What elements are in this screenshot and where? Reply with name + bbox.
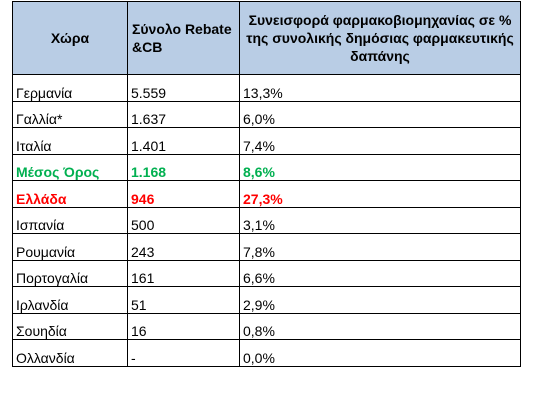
share-cell: 8,6% bbox=[239, 153, 521, 181]
table-row: Γερμανία 5.559 13,3% bbox=[12, 74, 521, 102]
share-cell: 6,0% bbox=[239, 100, 521, 128]
country-cell: Μέσος Όρος bbox=[12, 153, 128, 181]
country-cell: Ισπανία bbox=[12, 206, 128, 234]
total-cell: 1.168 bbox=[127, 153, 240, 181]
table-row: Ρουμανία 243 7,8% bbox=[12, 233, 521, 261]
country-cell: Γερμανία bbox=[12, 74, 128, 102]
header-total-rebate: Σύνολο Rebate &CB bbox=[127, 1, 240, 75]
table-row: Σουηδία 16 0,8% bbox=[12, 312, 521, 340]
table-row: Ιταλία 1.401 7,4% bbox=[12, 127, 521, 155]
greece-row: Ελλάδα 946 27,3% bbox=[12, 180, 521, 208]
total-cell: 500 bbox=[127, 206, 240, 234]
share-cell: 3,1% bbox=[239, 206, 521, 234]
country-cell: Ρουμανία bbox=[12, 233, 128, 261]
header-row: Χώρα Σύνολο Rebate &CB Συνεισφορά φαρμακ… bbox=[12, 1, 521, 75]
total-cell: 5.559 bbox=[127, 74, 240, 102]
country-cell: Ιταλία bbox=[12, 127, 128, 155]
table-row: Πορτογαλία 161 6,6% bbox=[12, 259, 521, 287]
table-row: Ολλανδία - 0,0% bbox=[12, 339, 521, 367]
share-cell: 6,6% bbox=[239, 259, 521, 287]
total-cell: 161 bbox=[127, 259, 240, 287]
share-cell: 0,8% bbox=[239, 312, 521, 340]
total-cell: 1.637 bbox=[127, 100, 240, 128]
rebate-table: Χώρα Σύνολο Rebate &CB Συνεισφορά φαρμακ… bbox=[12, 1, 521, 367]
share-cell: 13,3% bbox=[239, 74, 521, 102]
share-cell: 7,8% bbox=[239, 233, 521, 261]
share-cell: 7,4% bbox=[239, 127, 521, 155]
total-cell: 16 bbox=[127, 312, 240, 340]
header-country: Χώρα bbox=[12, 1, 128, 75]
country-cell: Ολλανδία bbox=[12, 339, 128, 367]
share-cell: 0,0% bbox=[239, 339, 521, 367]
share-cell: 27,3% bbox=[239, 180, 521, 208]
share-cell: 2,9% bbox=[239, 286, 521, 314]
country-cell: Ιρλανδία bbox=[12, 286, 128, 314]
table-row: Γαλλία* 1.637 6,0% bbox=[12, 100, 521, 128]
country-cell: Γαλλία* bbox=[12, 100, 128, 128]
country-cell: Ελλάδα bbox=[12, 180, 128, 208]
average-row: Μέσος Όρος 1.168 8,6% bbox=[12, 153, 521, 181]
table-row: Ισπανία 500 3,1% bbox=[12, 206, 521, 234]
header-contribution-share: Συνεισφορά φαρμακοβιομηχανίας σε % της σ… bbox=[239, 1, 521, 75]
total-cell: 51 bbox=[127, 286, 240, 314]
total-cell: 243 bbox=[127, 233, 240, 261]
total-cell: 946 bbox=[127, 180, 240, 208]
total-cell: - bbox=[127, 339, 240, 367]
total-cell: 1.401 bbox=[127, 127, 240, 155]
country-cell: Πορτογαλία bbox=[12, 259, 128, 287]
country-cell: Σουηδία bbox=[12, 312, 128, 340]
table-row: Ιρλανδία 51 2,9% bbox=[12, 286, 521, 314]
